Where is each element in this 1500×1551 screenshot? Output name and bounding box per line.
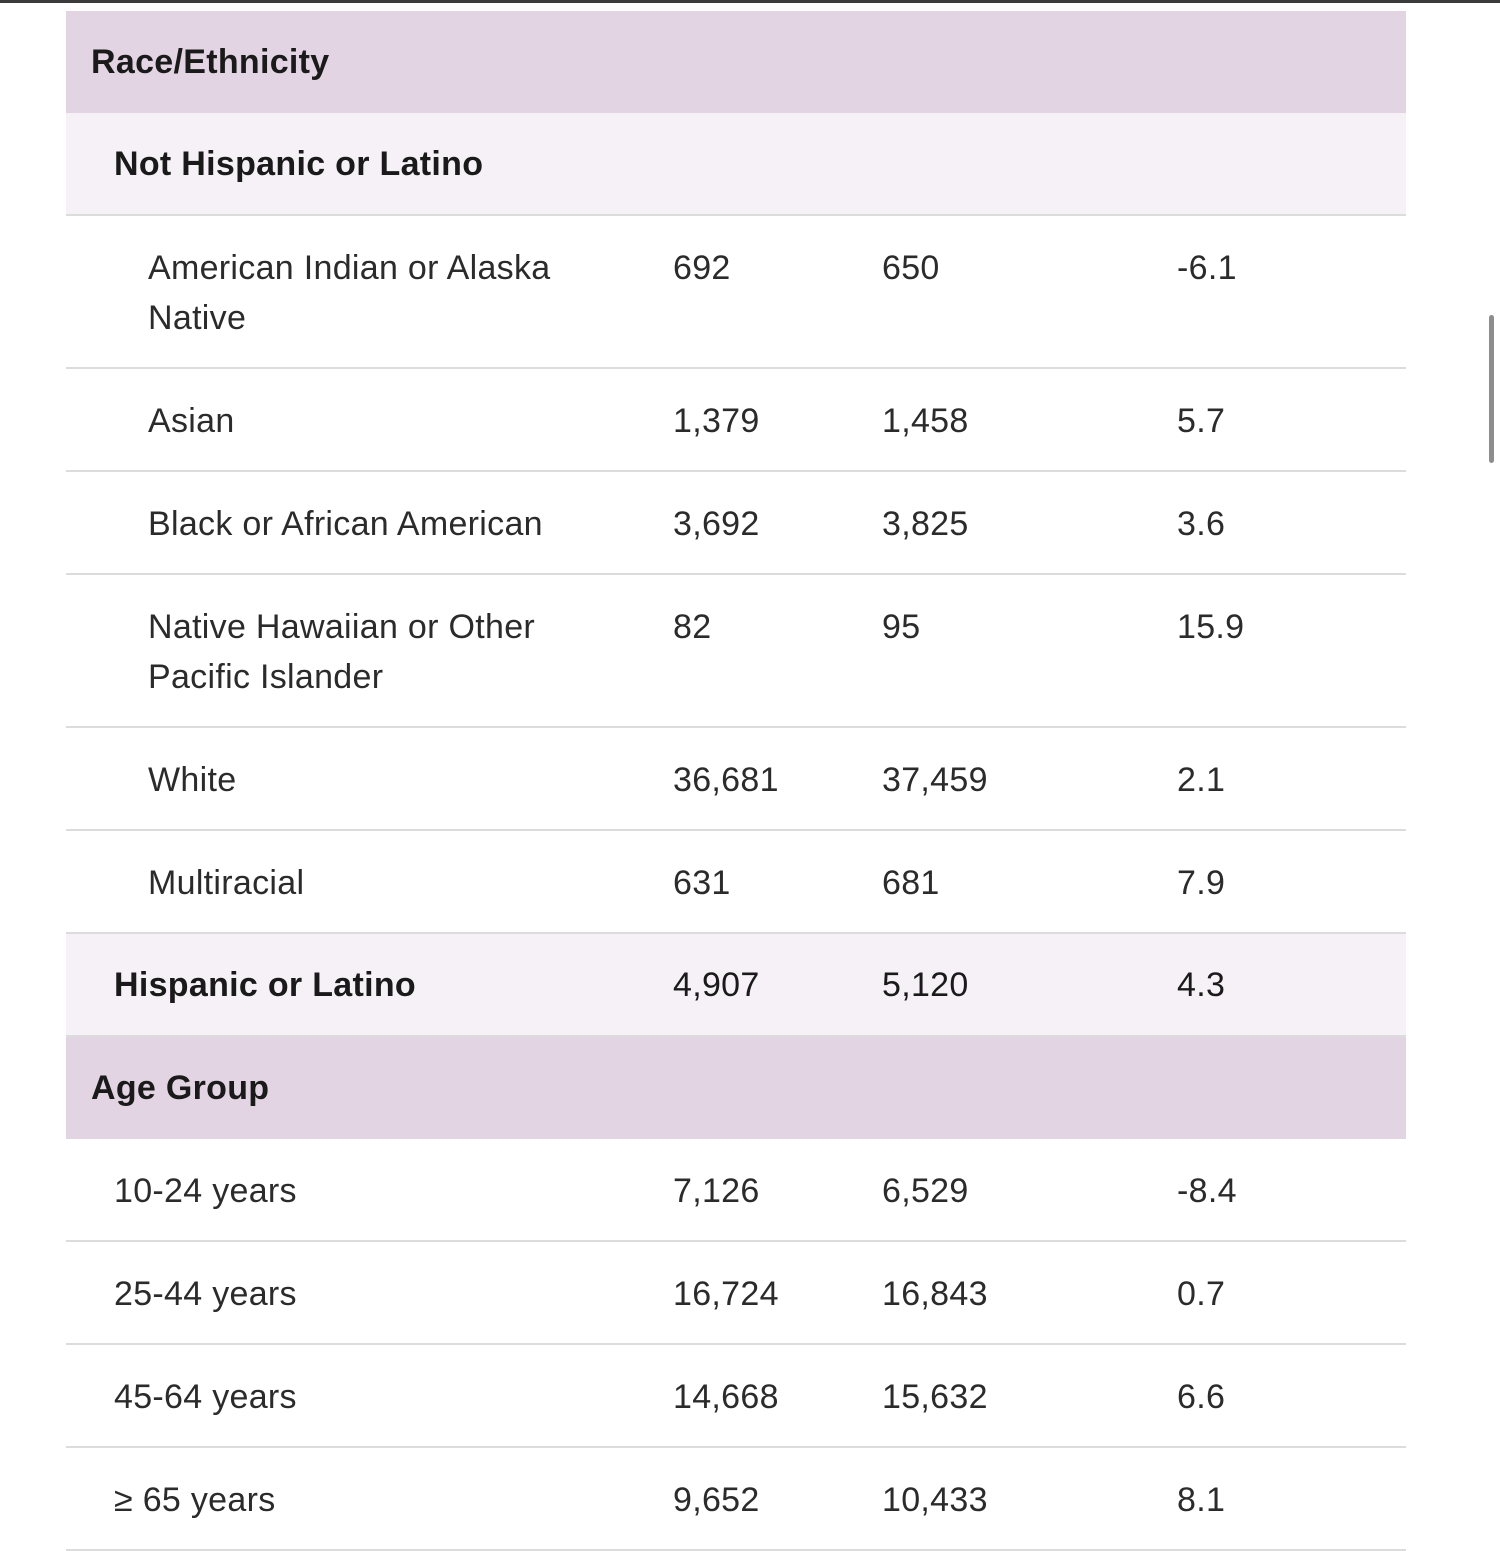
row-value-1: 14,668 [673,1344,882,1448]
section-title: Age Group [66,1036,1406,1139]
top-divider [0,0,1500,3]
row-value-1: 7,126 [673,1138,882,1242]
row-label: Native Hawaiian or Other Pacific Islande… [66,574,673,728]
row-value-2: 16,843 [882,1241,1177,1345]
subsection-header-not-hispanic: Not Hispanic or Latino [66,112,1406,216]
row-value-1: 1,379 [673,368,882,472]
row-value-1: 4,907 [673,933,882,1037]
row-value-2: 15,632 [882,1344,1177,1448]
row-value-2: 95 [882,574,1177,728]
row-value-1: 16,724 [673,1241,882,1345]
row-value-2: 3,825 [882,471,1177,575]
row-label: American Indian or Alaska Native [66,215,673,369]
row-value-3: 3.6 [1177,471,1406,575]
row-value-3: 6.6 [1177,1344,1406,1448]
row-value-1: 692 [673,215,882,369]
data-table-container: Race/Ethnicity Not Hispanic or Latino Am… [66,11,1406,1551]
table-row: White 36,681 37,459 2.1 [66,727,1406,831]
row-value-2: 681 [882,830,1177,934]
row-value-1: 82 [673,574,882,728]
row-value-2: 5,120 [882,933,1177,1037]
row-value-3: 7.9 [1177,830,1406,934]
table-row: Native Hawaiian or Other Pacific Islande… [66,574,1406,728]
row-value-2: 37,459 [882,727,1177,831]
row-label: 10-24 years [66,1138,673,1242]
row-value-1: 631 [673,830,882,934]
table-row: American Indian or Alaska Native 692 650… [66,215,1406,369]
row-value-1: 36,681 [673,727,882,831]
subsection-title: Hispanic or Latino [66,933,673,1037]
table-row: Asian 1,379 1,458 5.7 [66,368,1406,472]
row-label: 25-44 years [66,1241,673,1345]
section-header-race-ethnicity: Race/Ethnicity [66,11,1406,113]
row-label: Multiracial [66,830,673,934]
row-value-3: 2.1 [1177,727,1406,831]
row-value-2: 1,458 [882,368,1177,472]
row-value-2: 6,529 [882,1138,1177,1242]
row-label: Black or African American [66,471,673,575]
data-table: Race/Ethnicity Not Hispanic or Latino Am… [66,11,1406,1551]
table-row: Multiracial 631 681 7.9 [66,830,1406,934]
row-value-3: 4.3 [1177,933,1406,1037]
row-value-3: 0.7 [1177,1241,1406,1345]
table-row: Black or African American 3,692 3,825 3.… [66,471,1406,575]
row-label: Asian [66,368,673,472]
vertical-scrollbar[interactable] [1489,315,1494,463]
row-value-2: 650 [882,215,1177,369]
row-label: 45-64 years [66,1344,673,1448]
table-row: 25-44 years 16,724 16,843 0.7 [66,1241,1406,1345]
subsection-row-hispanic: Hispanic or Latino 4,907 5,120 4.3 [66,933,1406,1037]
table-row: 10-24 years 7,126 6,529 -8.4 [66,1138,1406,1242]
row-value-3: -8.4 [1177,1138,1406,1242]
section-header-age-group: Age Group [66,1036,1406,1139]
row-value-3: 15.9 [1177,574,1406,728]
table-row: 45-64 years 14,668 15,632 6.6 [66,1344,1406,1448]
row-value-3: -6.1 [1177,215,1406,369]
row-value-1: 3,692 [673,471,882,575]
subsection-title: Not Hispanic or Latino [66,112,1406,216]
section-title: Race/Ethnicity [66,11,1406,113]
row-value-3: 5.7 [1177,368,1406,472]
row-label: White [66,727,673,831]
